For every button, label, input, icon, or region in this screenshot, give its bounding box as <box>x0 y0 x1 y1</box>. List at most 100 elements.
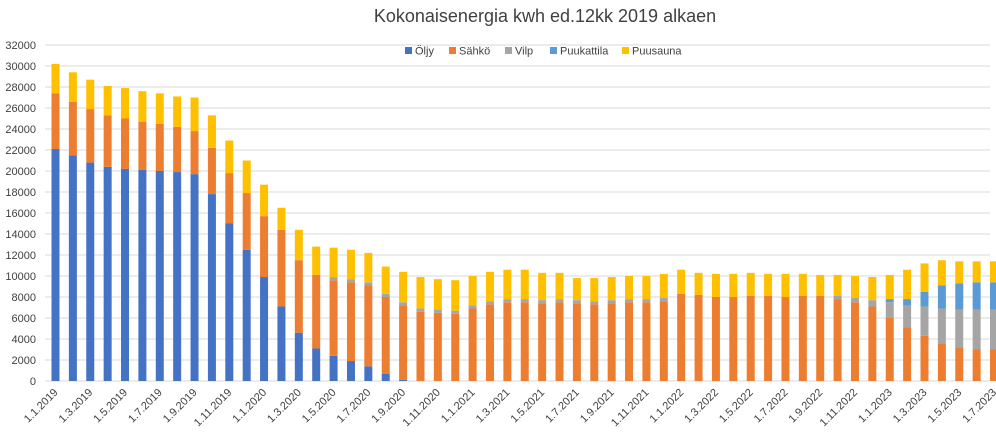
bar-segment <box>937 285 946 309</box>
bar-segment <box>816 295 825 381</box>
bar-segment <box>555 272 564 300</box>
bar-segment <box>694 272 703 295</box>
x-tick-label: 1.3.2023 <box>891 387 930 426</box>
x-tick-label: 1.1.2019 <box>22 387 61 426</box>
bar-segment <box>173 172 182 381</box>
legend-label: Puusauna <box>632 46 682 58</box>
x-tick-label: 1.3.2019 <box>57 387 96 426</box>
bar-segment <box>225 140 234 174</box>
bar-segment <box>920 306 929 336</box>
y-tick-label: 28000 <box>5 82 36 94</box>
bars <box>51 63 996 381</box>
bar-segment <box>572 300 581 304</box>
bar-segment <box>885 299 894 303</box>
x-tick-label: 1.5.2022 <box>717 387 756 426</box>
bar-segment <box>312 348 321 381</box>
bar-segment <box>677 293 686 381</box>
bar-segment <box>103 166 112 381</box>
x-tick-label: 1.11.2021 <box>609 387 652 430</box>
bar-segment <box>433 309 442 313</box>
y-tick-label: 6000 <box>12 313 36 325</box>
bar-segment <box>503 299 512 303</box>
bar-segment <box>642 299 651 303</box>
bar-segment <box>955 283 964 310</box>
bar-segment <box>642 276 651 300</box>
bar-segment <box>433 279 442 310</box>
legend-swatch <box>550 47 557 54</box>
bar-segment <box>451 313 460 381</box>
bar-segment <box>937 260 946 286</box>
bar-segment <box>972 282 981 310</box>
y-tick-label: 16000 <box>5 208 36 220</box>
bar-segment <box>868 306 877 381</box>
x-tick-label: 1.3.2020 <box>265 387 304 426</box>
bar-segment <box>51 93 60 149</box>
bar-segment <box>277 306 286 381</box>
bar-segment <box>242 193 251 250</box>
bar-segment <box>781 297 790 381</box>
bar-segment <box>486 271 494 302</box>
bar-segment <box>121 88 130 119</box>
bar-segment <box>277 207 286 230</box>
bar-segment <box>294 332 303 381</box>
bar-segment <box>138 169 147 381</box>
bar-segment <box>920 263 929 292</box>
bar-segment <box>260 277 269 381</box>
bar-segment <box>920 335 929 381</box>
bar-segment <box>51 148 60 381</box>
bar-segment <box>451 310 460 314</box>
bar-segment <box>572 278 581 301</box>
bar-segment <box>642 302 651 381</box>
bar-segment <box>694 294 703 381</box>
bar-segment <box>364 366 373 381</box>
bar-segment <box>538 272 547 301</box>
x-tick-label: 1.7.2020 <box>335 387 374 426</box>
bar-segment <box>729 273 738 297</box>
bar-segment <box>538 300 547 304</box>
bar-segment <box>885 318 894 381</box>
bar-segment <box>138 91 147 122</box>
legend-label: Sähkö <box>459 46 490 58</box>
bar-segment <box>572 303 581 381</box>
bar-segment <box>746 272 755 296</box>
bar-segment <box>260 216 269 278</box>
bar-segment <box>190 97 199 132</box>
bar-segment <box>399 379 408 381</box>
bar-segment <box>468 276 477 306</box>
y-axis: 0 2000 4000 6000 8000 10000 12000 14000 16000 180… <box>5 40 36 388</box>
bar-segment <box>207 194 216 381</box>
bar-segment <box>955 261 964 284</box>
x-tick-label: 1.1.2023 <box>856 387 895 426</box>
bar-segment <box>607 300 616 304</box>
bar-segment <box>903 299 912 306</box>
bar-segment <box>903 269 912 300</box>
bar-segment <box>833 274 842 296</box>
bar-segment <box>868 300 877 307</box>
bar-segment <box>68 155 77 381</box>
bar-segment <box>781 273 790 297</box>
x-tick-label: 1.5.2021 <box>508 387 547 426</box>
bar-segment <box>207 115 216 148</box>
x-axis: 1.1.20191.3.20191.5.20191.7.20191.9.2019… <box>22 387 996 430</box>
bar-segment <box>555 299 564 303</box>
x-tick-label: 1.5.2020 <box>300 387 339 426</box>
bar-segment <box>260 184 269 217</box>
bar-segment <box>51 63 60 94</box>
y-tick-label: 32000 <box>5 40 36 52</box>
bar-segment <box>86 79 95 110</box>
bar-segment <box>625 299 634 303</box>
legend-label: Puukattila <box>560 46 609 58</box>
bar-segment <box>798 273 807 296</box>
legend: Öljy Sähkö Vilp Puukattila Puusauna <box>405 46 682 58</box>
bar-segment <box>381 373 390 381</box>
legend-swatch <box>449 47 456 54</box>
bar-segment <box>885 274 894 300</box>
bar-segment <box>590 278 599 302</box>
bar-segment <box>312 274 321 349</box>
bar-segment <box>816 274 825 296</box>
bar-segment <box>711 273 720 297</box>
bar-segment <box>607 303 616 381</box>
bar-segment <box>659 273 668 299</box>
bar-segment <box>468 308 477 381</box>
